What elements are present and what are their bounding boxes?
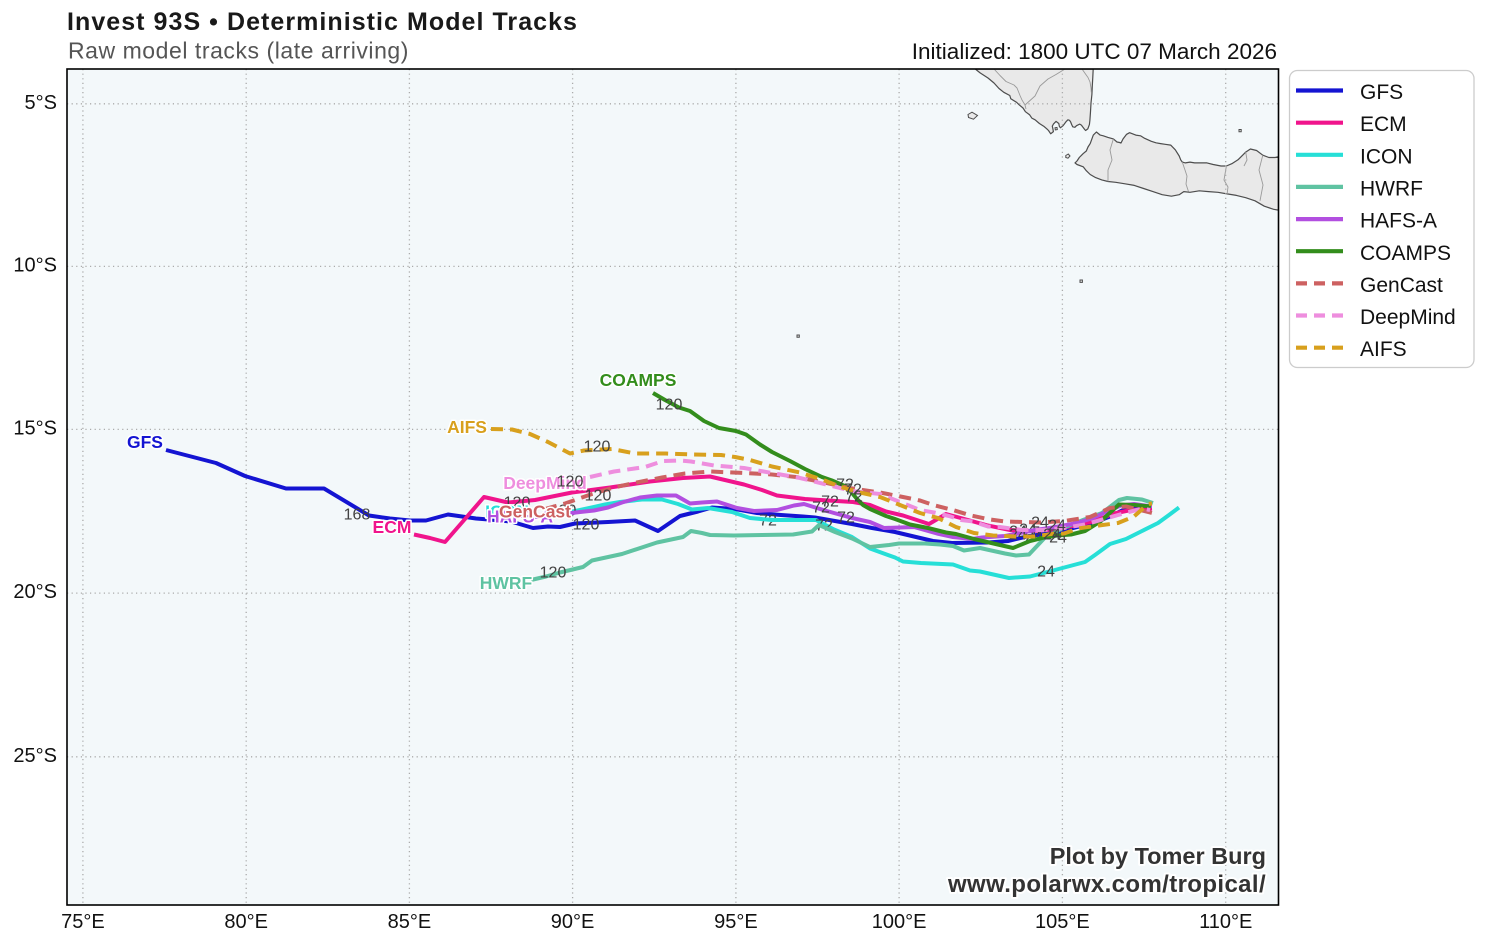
svg-text:GFS: GFS xyxy=(1360,81,1403,104)
svg-text:COAMPS: COAMPS xyxy=(1360,242,1451,265)
svg-text:ICON: ICON xyxy=(485,502,529,522)
svg-text:168: 168 xyxy=(344,507,371,524)
svg-text:120: 120 xyxy=(504,495,531,512)
svg-text:105°E: 105°E xyxy=(1035,911,1090,933)
svg-text:120: 120 xyxy=(584,439,611,456)
svg-text:www.polarwx.com/tropical/: www.polarwx.com/tropical/ xyxy=(947,871,1266,898)
svg-text:90°E: 90°E xyxy=(551,911,595,933)
svg-text:Plot by Tomer Burg: Plot by Tomer Burg xyxy=(1050,843,1266,869)
svg-text:HWRF: HWRF xyxy=(1360,177,1423,200)
svg-text:85°E: 85°E xyxy=(388,911,432,933)
svg-text:20°S: 20°S xyxy=(13,581,57,603)
svg-text:Invest 93S • Deterministic Mod: Invest 93S • Deterministic Model Tracks xyxy=(67,8,578,36)
svg-text:GenCast: GenCast xyxy=(499,502,571,522)
svg-text:24: 24 xyxy=(1037,564,1055,581)
svg-text:95°E: 95°E xyxy=(714,911,758,933)
svg-text:COAMPS: COAMPS xyxy=(600,370,677,390)
svg-text:Initialized: 1800 UTC 07 March: Initialized: 1800 UTC 07 March 2026 xyxy=(912,39,1277,64)
svg-text:24: 24 xyxy=(1043,527,1061,544)
svg-text:ECM: ECM xyxy=(373,517,412,537)
svg-text:100°E: 100°E xyxy=(872,911,927,933)
svg-text:75°E: 75°E xyxy=(61,911,105,933)
svg-text:ICON: ICON xyxy=(1360,145,1413,168)
svg-text:ECM: ECM xyxy=(1360,113,1407,136)
svg-text:110°E: 110°E xyxy=(1199,911,1252,933)
svg-text:HAFS-A: HAFS-A xyxy=(487,507,553,527)
svg-text:10°S: 10°S xyxy=(13,254,57,276)
svg-text:25°S: 25°S xyxy=(13,745,57,767)
svg-text:72: 72 xyxy=(844,482,862,499)
svg-text:AIFS: AIFS xyxy=(447,417,487,437)
svg-text:GFS: GFS xyxy=(127,432,163,452)
svg-text:DeepMind: DeepMind xyxy=(1360,306,1456,329)
svg-text:Raw model tracks (late arrivin: Raw model tracks (late arriving) xyxy=(68,38,409,64)
svg-text:80°E: 80°E xyxy=(224,911,268,933)
svg-text:120: 120 xyxy=(656,397,683,414)
svg-text:AIFS: AIFS xyxy=(1360,338,1407,361)
svg-text:72: 72 xyxy=(812,500,830,517)
svg-text:DeepMind: DeepMind xyxy=(503,473,587,493)
svg-text:120: 120 xyxy=(540,565,567,582)
svg-text:HAFS-A: HAFS-A xyxy=(1360,210,1437,233)
svg-text:72: 72 xyxy=(821,494,839,511)
svg-text:24: 24 xyxy=(1048,518,1066,535)
svg-text:GenCast: GenCast xyxy=(1360,274,1443,297)
svg-text:72: 72 xyxy=(837,510,855,527)
svg-text:24: 24 xyxy=(1031,515,1049,532)
svg-text:120: 120 xyxy=(585,488,612,505)
svg-text:120: 120 xyxy=(557,474,584,491)
svg-text:5°S: 5°S xyxy=(25,92,57,114)
svg-text:HWRF: HWRF xyxy=(480,573,533,593)
svg-text:72: 72 xyxy=(845,489,863,506)
svg-text:120: 120 xyxy=(573,517,600,534)
svg-text:15°S: 15°S xyxy=(13,417,57,439)
